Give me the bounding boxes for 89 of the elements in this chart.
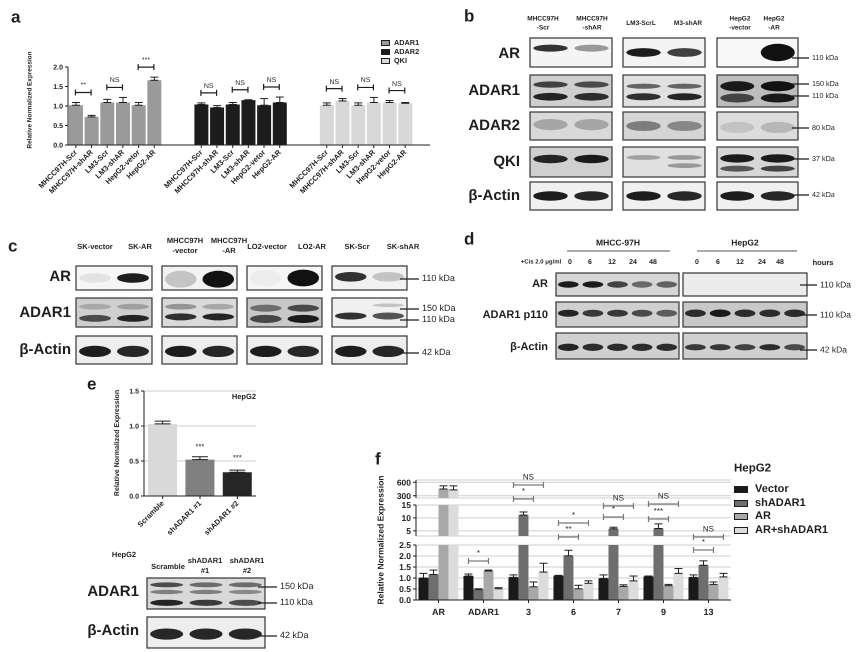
bar [663,586,674,600]
bar [398,103,412,145]
text: 42 kDa [280,630,309,641]
annotation: NS [612,494,624,504]
text: b [464,6,474,26]
text: MHCC-97H [596,237,640,248]
bar [698,565,708,600]
text: ADAR2 [468,116,520,134]
annotation: * [702,538,706,548]
chart-title: a [11,8,20,28]
x-tick-label: 13 [703,607,714,617]
bar [608,545,618,600]
bar [538,572,548,600]
bar [448,545,458,600]
x-tick-label: 6 [570,607,576,617]
legend-label: Vector [755,483,789,496]
annotation: *** [654,506,664,516]
text: 110 kDa [280,597,313,608]
bar [483,570,494,600]
bar [438,545,448,600]
legend-title: HepG2 [734,462,772,475]
annotation: * [612,504,616,514]
x-tick-label: ADAR1 [468,607,500,617]
chart-title: f [375,450,381,470]
chart-title: e [87,374,96,394]
y-tick-label: 2.0 [399,551,412,562]
y-tick-label: 600 [396,477,412,488]
text: d [464,230,474,250]
text: ADAR1 [468,82,520,100]
x-tick-label: 3 [526,607,532,617]
annotation: NS [522,472,534,482]
text: β-Actin [87,622,139,640]
y-tick-label: 1.0 [399,573,412,584]
annotation: * [522,486,526,496]
y-tick-label: 0.0 [399,595,412,606]
text: β-Actin [19,340,71,358]
text: AR [498,44,520,62]
text: 110 kDa [422,273,455,284]
legend-label: AR+shADAR1 [755,524,828,536]
text: 42 kDa [422,347,451,358]
text: ADAR1 [19,304,71,322]
bar [473,590,484,600]
annotation: NS [658,492,670,502]
y-tick-label: 300 [396,490,412,501]
y-axis-title: Relative Normalized Expression [375,476,386,604]
bar [583,583,594,600]
y-tick-label: 1.5 [399,562,412,572]
bar [428,574,438,600]
bar [528,586,538,600]
bar [673,573,684,600]
text: 110 kDa [422,314,455,325]
bar [493,588,504,600]
bar [618,586,628,600]
y-tick-label: 15 [402,500,412,510]
bar [518,545,528,600]
text: 110 kDa [820,309,852,320]
y-tick-label: 2.5 [399,540,412,550]
y-tick-label: 5 [406,526,412,536]
bar [147,80,162,145]
text: AR [532,278,548,290]
annotation: NS [702,524,714,534]
y-tick-label: 0.5 [399,584,412,594]
bar [718,576,728,600]
bar [653,545,664,600]
text: HepG2 [731,237,759,248]
text: 42 kDa [820,344,847,355]
x-tick-label: 7 [616,607,622,617]
bar [185,460,214,496]
x-tick-label: AR [432,607,446,617]
text: c [8,236,18,256]
bar [628,580,638,600]
text: AR [49,268,71,286]
text: ADAR1 p110 [482,308,548,322]
bar [573,588,584,600]
annotation: * [476,548,480,558]
text: β-Actin [468,186,520,204]
annotation: * [572,510,576,520]
text: 150 kDa [422,303,456,314]
text: ADAR1 [87,582,139,600]
y-tick-label: 10 [402,512,412,523]
x-tick-label: 9 [660,607,666,617]
legend-label: shADAR1 [755,496,806,509]
annotation: ** [565,524,572,534]
bar [563,556,574,600]
text: QKI [493,152,520,170]
bar [708,584,718,600]
text: β-Actin [510,340,548,354]
text: 150 kDa [280,581,314,592]
text: 110 kDa [820,279,852,290]
